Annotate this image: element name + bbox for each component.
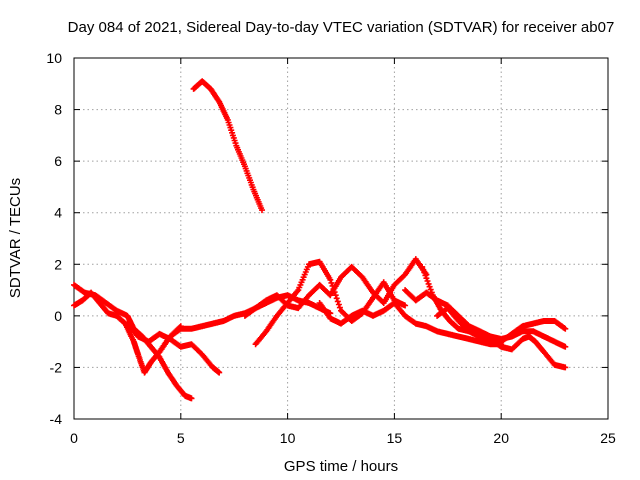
point-markers xyxy=(419,263,569,350)
axis-ticks xyxy=(73,57,609,420)
x-tick-label: 0 xyxy=(70,430,78,446)
point-markers xyxy=(434,305,569,371)
y-tick-label: 0 xyxy=(54,308,62,324)
point-markers xyxy=(241,256,430,319)
plot-frame xyxy=(73,57,609,420)
y-tick-label: 6 xyxy=(54,153,62,169)
series-track-j xyxy=(419,263,569,350)
point-markers xyxy=(190,78,265,214)
point-markers xyxy=(71,289,184,376)
x-tick-labels: 0 5 10 15 20 25 xyxy=(70,430,616,446)
y-tick-label: 2 xyxy=(54,256,62,272)
y-tick-label: 4 xyxy=(54,205,62,221)
y-tick-labels: -4 -2 0 2 4 6 8 10 xyxy=(46,50,62,427)
grid-lines xyxy=(74,58,608,419)
x-tick-label: 25 xyxy=(600,430,616,446)
series-track-e xyxy=(190,78,265,214)
x-tick-label: 10 xyxy=(280,430,296,446)
point-markers xyxy=(316,300,505,348)
y-tick-label: -2 xyxy=(50,359,63,375)
chart-title: Day 084 of 2021, Sidereal Day-to-day VTE… xyxy=(68,19,615,36)
y-tick-label: -4 xyxy=(50,411,63,427)
y-axis-label: SDTVAR / TECUs xyxy=(7,178,24,298)
x-tick-label: 20 xyxy=(493,430,509,446)
series-track-g xyxy=(241,256,430,319)
x-tick-label: 5 xyxy=(177,430,185,446)
series-track-k xyxy=(434,305,569,371)
data-points xyxy=(71,78,569,402)
y-tick-label: 8 xyxy=(54,102,62,118)
x-axis-label: GPS time / hours xyxy=(284,458,398,475)
series-track-h xyxy=(316,300,505,348)
series-track-b xyxy=(71,289,184,376)
x-tick-label: 15 xyxy=(387,430,403,446)
y-tick-label: 10 xyxy=(46,50,62,66)
